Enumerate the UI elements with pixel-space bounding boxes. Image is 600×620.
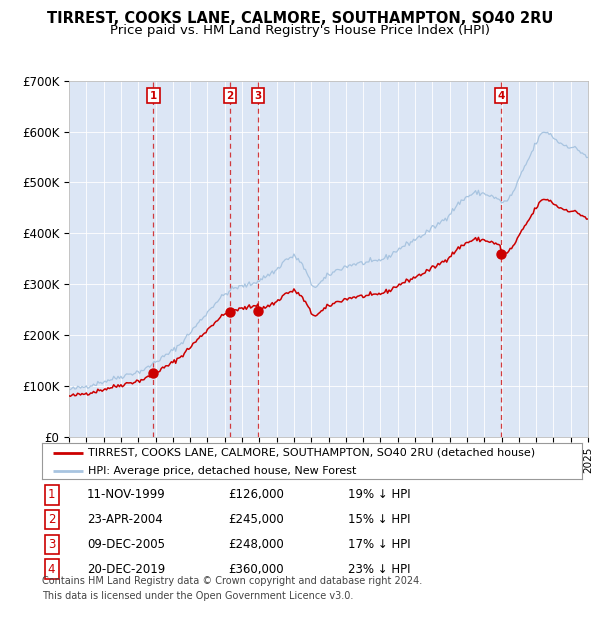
Text: £248,000: £248,000 bbox=[228, 538, 284, 551]
Text: 4: 4 bbox=[497, 91, 505, 101]
Text: 15% ↓ HPI: 15% ↓ HPI bbox=[348, 513, 410, 526]
Text: £245,000: £245,000 bbox=[228, 513, 284, 526]
Text: 3: 3 bbox=[254, 91, 262, 101]
Text: 17% ↓ HPI: 17% ↓ HPI bbox=[348, 538, 410, 551]
Text: £126,000: £126,000 bbox=[228, 489, 284, 501]
Text: 2: 2 bbox=[226, 91, 234, 101]
Text: 11-NOV-1999: 11-NOV-1999 bbox=[87, 489, 166, 501]
Text: 09-DEC-2005: 09-DEC-2005 bbox=[87, 538, 165, 551]
Text: 23-APR-2004: 23-APR-2004 bbox=[87, 513, 163, 526]
Text: 4: 4 bbox=[48, 563, 55, 575]
Text: 2: 2 bbox=[48, 513, 55, 526]
Text: HPI: Average price, detached house, New Forest: HPI: Average price, detached house, New … bbox=[88, 466, 356, 476]
Text: 23% ↓ HPI: 23% ↓ HPI bbox=[348, 563, 410, 575]
Text: 20-DEC-2019: 20-DEC-2019 bbox=[87, 563, 165, 575]
Text: 3: 3 bbox=[48, 538, 55, 551]
Text: 19% ↓ HPI: 19% ↓ HPI bbox=[348, 489, 410, 501]
Text: £360,000: £360,000 bbox=[228, 563, 284, 575]
Text: Price paid vs. HM Land Registry's House Price Index (HPI): Price paid vs. HM Land Registry's House … bbox=[110, 24, 490, 37]
Text: Contains HM Land Registry data © Crown copyright and database right 2024.: Contains HM Land Registry data © Crown c… bbox=[42, 576, 422, 586]
Text: This data is licensed under the Open Government Licence v3.0.: This data is licensed under the Open Gov… bbox=[42, 591, 353, 601]
Text: 1: 1 bbox=[150, 91, 157, 101]
Text: 1: 1 bbox=[48, 489, 55, 501]
Text: TIRREST, COOKS LANE, CALMORE, SOUTHAMPTON, SO40 2RU: TIRREST, COOKS LANE, CALMORE, SOUTHAMPTO… bbox=[47, 11, 553, 26]
Text: TIRREST, COOKS LANE, CALMORE, SOUTHAMPTON, SO40 2RU (detached house): TIRREST, COOKS LANE, CALMORE, SOUTHAMPTO… bbox=[88, 448, 535, 458]
